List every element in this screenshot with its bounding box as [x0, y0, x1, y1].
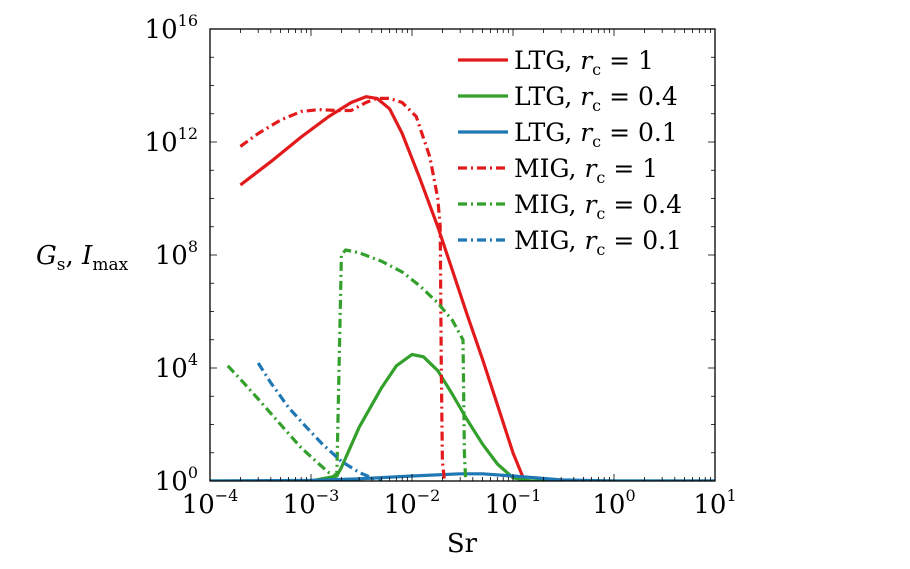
x-tick-label: 10−1	[485, 486, 542, 520]
x-tick-label: 10−2	[384, 486, 441, 520]
legend-label-mig-r-c-0-1: MIG, rc = 0.1	[514, 226, 682, 259]
series-line-mig-r-c-0-4	[226, 248, 468, 481]
series-line-mig-r-c-1	[239, 96, 447, 481]
tick-labels-layer: 10−4 10−3 10−2 10−1 100 101 100 104 108 1012 1016	[145, 11, 737, 520]
series-layer	[210, 95, 715, 481]
ticks-layer	[209, 28, 715, 482]
series-line-ltg-r-c-1	[239, 95, 526, 481]
series-line-ltg-r-c-0-1	[210, 472, 715, 481]
legend-label-mig-r-c-0-4: MIG, rc = 0.4	[514, 190, 682, 223]
y-tick-label: 100	[155, 463, 198, 497]
series-line-mig-r-c-0-1	[256, 362, 383, 481]
legend-label-ltg-r-c-0-4: LTG, rc = 0.4	[514, 82, 678, 115]
legend-label-ltg-r-c-0-1: LTG, rc = 0.1	[514, 118, 678, 151]
y-axis-label: Gs, Imax	[36, 241, 129, 275]
x-axis-label: Sr	[447, 529, 478, 559]
legend-label-mig-r-c-1: MIG, rc = 1	[514, 154, 658, 187]
y-tick-label: 104	[155, 350, 198, 384]
x-tick-label: 10−3	[283, 486, 340, 520]
y-tick-label: 1016	[145, 11, 198, 45]
y-tick-label: 108	[155, 237, 198, 271]
series-line-ltg-r-c-0-4	[210, 352, 715, 481]
x-tick-label: 101	[693, 486, 736, 520]
legend-label-ltg-r-c-1: LTG, rc = 1	[514, 46, 654, 79]
x-tick-label: 10−4	[182, 486, 239, 520]
y-tick-label: 1012	[145, 124, 198, 158]
x-tick-label: 100	[592, 486, 635, 520]
